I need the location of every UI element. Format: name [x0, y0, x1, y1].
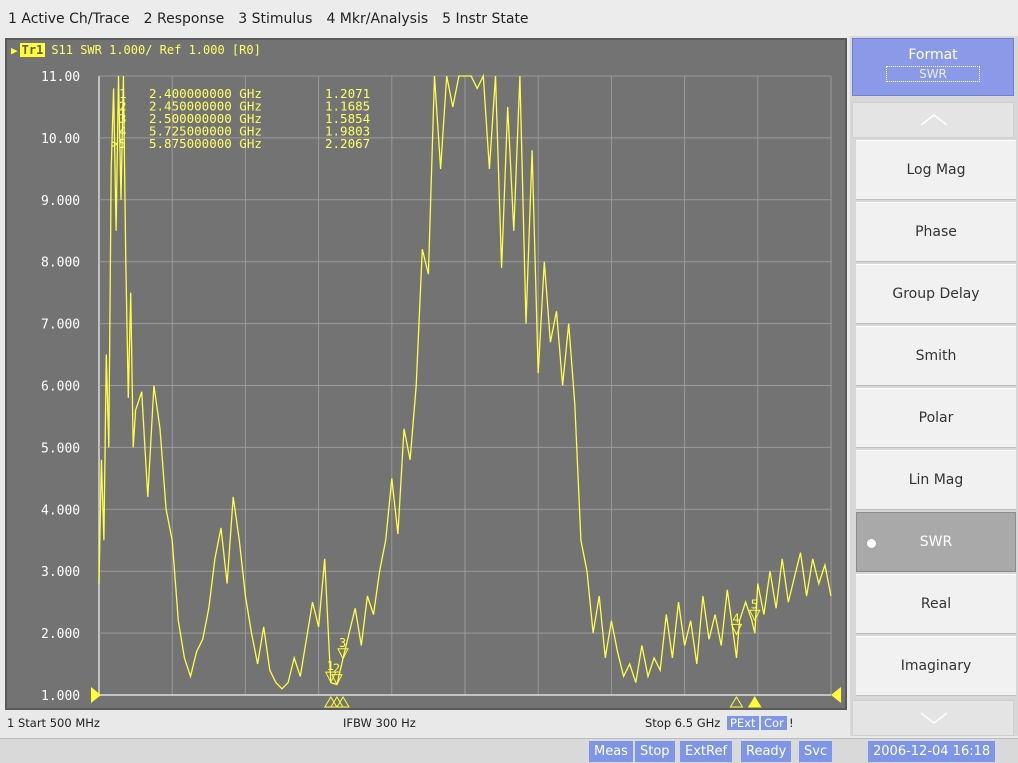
active-trace-arrow-icon: ▶ — [11, 43, 18, 57]
marker-number-label: 4 — [732, 611, 739, 625]
y-tick-label: 7.000 — [41, 318, 80, 333]
softkey-imaginary[interactable]: Imaginary — [856, 636, 1016, 696]
marker-table-number: 1 — [119, 86, 127, 101]
marker-number-label: 3 — [339, 636, 346, 650]
menu-response[interactable]: 2 Response — [143, 11, 225, 27]
menu-instr-state[interactable]: 5 Instr State — [442, 11, 529, 27]
status-ready: Ready — [741, 741, 792, 762]
marker-triangle-icon[interactable] — [331, 674, 343, 686]
stimulus-marker-icon — [729, 696, 744, 708]
y-tick-label: 10.00 — [41, 132, 80, 147]
softkey-smith[interactable]: Smith — [856, 326, 1016, 386]
y-tick-label: 3.000 — [41, 565, 80, 580]
marker-table-value: 1.9803 — [325, 124, 370, 139]
softkey-panel: Format SWR Log Mag Phase Group Delay Smi… — [850, 36, 1018, 736]
status-stop: Stop — [635, 741, 675, 762]
y-tick-label: 4.000 — [41, 503, 80, 518]
trace-badge[interactable]: Tr1 — [19, 43, 46, 57]
y-tick-label: 9.000 — [41, 194, 80, 209]
status-datetime: 2006-12-04 16:18 — [868, 741, 996, 762]
trace-setup-text: S11 SWR 1.000/ Ref 1.000 [R0] — [51, 43, 261, 57]
menu-stimulus[interactable]: 3 Stimulus — [238, 11, 313, 27]
softkey-lin-mag[interactable]: Lin Mag — [856, 450, 1016, 510]
if-bandwidth[interactable]: IFBW 300 Hz — [343, 716, 416, 730]
softkey-label: Group Delay — [892, 286, 980, 302]
y-tick-label: 11.00 — [41, 70, 80, 85]
chevron-down-icon — [920, 712, 948, 724]
status-extref: ExtRef — [680, 741, 733, 762]
menu-bar: 1 Active Ch/Trace 2 Response 3 Stimulus … — [0, 0, 1018, 38]
start-frequency[interactable]: 1 Start 500 MHz — [7, 716, 100, 730]
softkey-swr[interactable]: SWR — [856, 512, 1016, 572]
softkey-title-label: Format — [908, 47, 958, 63]
current-format-value: SWR — [886, 66, 980, 82]
warning-indicator: ! — [789, 716, 794, 730]
softkey-label: Real — [920, 596, 952, 612]
selected-radio-icon — [867, 539, 876, 548]
softkey-label: Imaginary — [900, 658, 972, 674]
channel-status-line: 1 Start 500 MHz IFBW 300 Hz Stop 6.5 GHz… — [5, 712, 847, 734]
marker-table-value: 1.2071 — [325, 86, 370, 101]
marker-table-frequency: 5.875000000 GHz — [149, 136, 262, 151]
y-tick-label: 6.000 — [41, 380, 80, 395]
marker-table-value: 1.5854 — [325, 111, 370, 126]
softkey-real[interactable]: Real — [856, 574, 1016, 634]
softkey-group-delay[interactable]: Group Delay — [856, 264, 1016, 324]
marker-table-frequency: 2.450000000 GHz — [149, 99, 262, 114]
stimulus-marker-icon — [747, 696, 762, 708]
stimulus-marker-icon — [323, 696, 338, 708]
swr-trace-chart[interactable]: 11.00 10.00 9.000 8.000 7.000 6.000 5.000 4.000… — [7, 40, 845, 708]
status-svc: Svc — [799, 741, 833, 762]
marker-table-value: 2.2067 — [325, 136, 370, 151]
swr-trace-line[interactable] — [98, 73, 832, 690]
stimulus-marker-icon — [330, 696, 344, 708]
reference-level-right-icon — [831, 687, 841, 703]
softkey-label: SWR — [919, 534, 953, 550]
marker-table-value: 1.1685 — [325, 99, 370, 114]
marker-table-frequency: 5.725000000 GHz — [149, 124, 262, 139]
softkey-scroll-down-button[interactable] — [852, 700, 1014, 736]
y-tick-label: 2.000 — [41, 627, 80, 642]
status-bar: Meas Stop ExtRef Ready Svc 2006-12-04 16… — [0, 738, 1018, 763]
menu-mkr-analysis[interactable]: 4 Mkr/Analysis — [326, 11, 429, 27]
softkey-scroll-up-button[interactable] — [852, 102, 1014, 138]
y-tick-label: 8.000 — [41, 256, 80, 271]
marker-table-frequency: 2.500000000 GHz — [149, 111, 262, 126]
softkey-label: Log Mag — [906, 162, 966, 178]
stimulus-marker-icon — [336, 696, 350, 708]
softkey-label: Smith — [915, 348, 957, 364]
marker-table-number: 4 — [119, 124, 127, 139]
softkey-label: Polar — [918, 410, 954, 426]
trace-header[interactable]: ▶ Tr1 S11 SWR 1.000/ Ref 1.000 [R0] — [11, 42, 261, 58]
menu-active-ch-trace[interactable]: 1 Active Ch/Trace — [8, 11, 130, 27]
chevron-up-icon — [920, 114, 948, 126]
stop-frequency[interactable]: Stop 6.5 GHz — [645, 716, 721, 730]
marker-triangle-icon[interactable] — [748, 609, 761, 622]
status-meas: Meas — [589, 741, 633, 762]
softkey-label: Lin Mag — [908, 472, 964, 488]
marker-number-label: 2 — [333, 662, 340, 676]
marker-triangle-icon[interactable] — [337, 648, 349, 660]
marker-number-label: 1 — [327, 659, 334, 673]
reference-level-left-icon — [91, 687, 101, 703]
marker-table-number: 3 — [119, 111, 127, 126]
port-extension-badge: PExt — [727, 716, 759, 730]
marker-table-frequency: 2.400000000 GHz — [149, 86, 262, 101]
marker-triangle-icon[interactable] — [730, 623, 743, 636]
marker-table-number: 2 — [119, 99, 127, 114]
softkey-phase[interactable]: Phase — [856, 202, 1016, 262]
y-tick-label: 5.000 — [41, 441, 80, 456]
softkey-log-mag[interactable]: Log Mag — [856, 140, 1016, 200]
marker-table-number: >5 — [111, 136, 126, 151]
softkey-polar[interactable]: Polar — [856, 388, 1016, 448]
marker-number-label: 5 — [751, 597, 758, 611]
correction-badge: Cor — [761, 716, 787, 730]
softkey-menu-title[interactable]: Format SWR — [852, 38, 1014, 96]
measurement-plot[interactable]: 11.00 10.00 9.000 8.000 7.000 6.000 5.000 4.000… — [5, 38, 847, 710]
softkey-label: Phase — [915, 224, 957, 240]
y-tick-label: 1.000 — [41, 689, 80, 704]
